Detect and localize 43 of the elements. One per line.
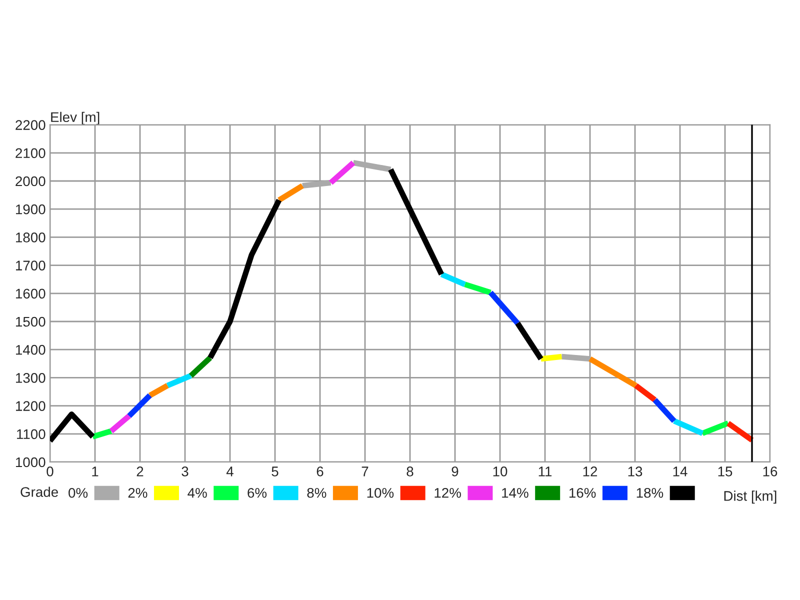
y-tick-label: 1200	[16, 401, 46, 411]
x-tick-label: 8	[406, 466, 414, 476]
y-axis-title: Elev [m]	[51, 112, 100, 125]
y-tick-label: 1800	[16, 232, 46, 242]
legend-label: 6%	[248, 488, 267, 498]
legend-label: 12%	[434, 488, 461, 498]
y-tick-label: 1600	[16, 288, 46, 299]
y-tick-label: 1300	[16, 373, 46, 383]
x-tick-label: 12	[583, 466, 598, 476]
y-tick-label: 2000	[16, 176, 46, 186]
x-tick-label: 4	[226, 466, 234, 476]
x-tick-label: 2	[136, 466, 144, 476]
x-tick-label: 11	[538, 466, 552, 476]
x-tick-label: 14	[673, 466, 688, 476]
x-tick-label: 1	[92, 466, 98, 476]
y-tick-label: 1700	[16, 260, 46, 270]
legend-label: 14%	[502, 488, 528, 498]
y-tick-label: 1900	[16, 204, 46, 214]
y-tick-label: 1100	[17, 429, 46, 440]
x-axis-title: Dist [km]	[724, 490, 776, 504]
x-tick-label: 7	[362, 466, 368, 476]
x-tick-label: 3	[182, 466, 188, 476]
legend-label: 10%	[367, 488, 394, 498]
y-tick-label: 1500	[16, 316, 46, 327]
y-tick-label: 2100	[16, 148, 46, 158]
legend-label: 2%	[128, 488, 148, 498]
x-tick-label: 9	[452, 466, 458, 476]
legend-label: 0%	[68, 488, 88, 498]
x-tick-label: 6	[316, 466, 324, 476]
y-tick-label: 2200	[16, 120, 46, 130]
x-tick-label: 5	[272, 466, 278, 476]
legend-label: 18%	[636, 488, 664, 498]
x-tick-label: 13	[628, 466, 642, 476]
y-tick-label: 1000	[16, 457, 46, 468]
x-tick-label: 16	[763, 466, 778, 476]
legend-title: Grade	[20, 486, 58, 497]
x-tick-label: 15	[718, 466, 732, 476]
x-tick-label: 10	[493, 466, 508, 476]
y-tick-label: 1400	[16, 344, 46, 355]
legend-label: 4%	[188, 488, 207, 498]
legend-label: 8%	[307, 488, 326, 498]
legend-label: 16%	[569, 488, 596, 498]
x-tick-label: 0	[46, 466, 54, 476]
